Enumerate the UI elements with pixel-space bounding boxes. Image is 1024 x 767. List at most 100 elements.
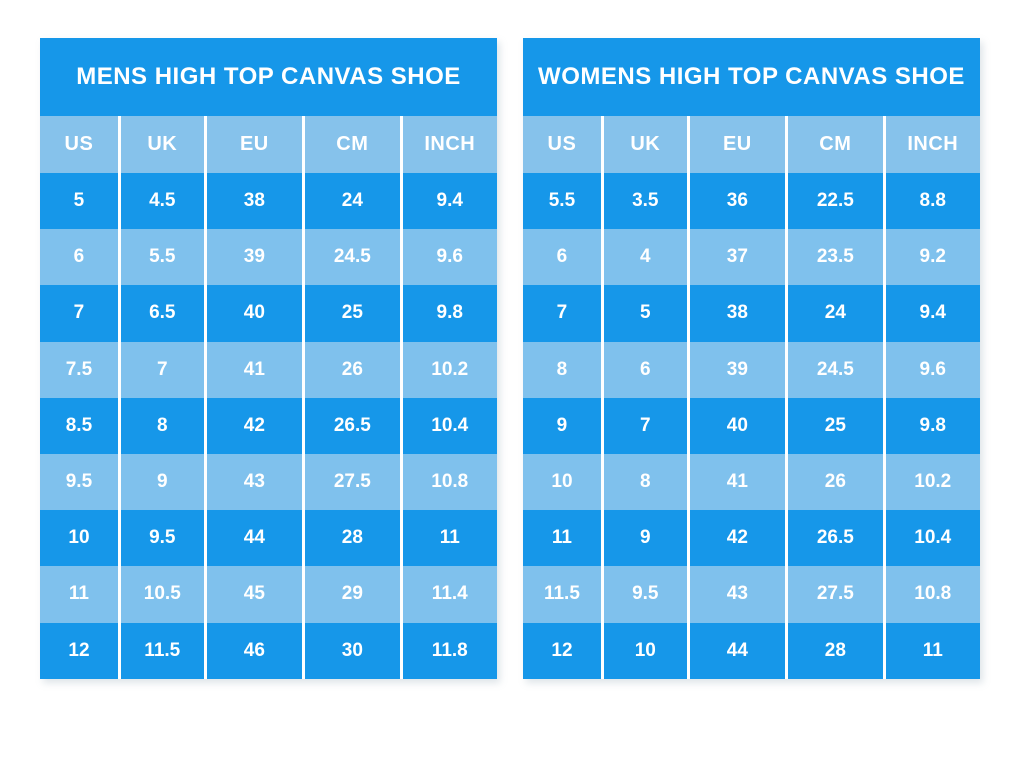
size-cell: 7	[603, 397, 687, 454]
table-row: 12 10 44 28 11	[523, 622, 980, 679]
size-cell: 8.8	[885, 173, 980, 230]
size-cell: 4.5	[120, 173, 204, 230]
table-row: 5.5 3.5 36 22.5 8.8	[523, 173, 980, 230]
size-cell: 9.4	[402, 173, 497, 230]
size-cell: 7	[120, 341, 204, 398]
size-cell: 5	[603, 285, 687, 342]
size-cell: 23.5	[788, 229, 883, 286]
tables-container: MENS HIGH TOP CANVAS SHOE US UK EU CM INCH 5 4.…	[40, 38, 980, 679]
size-cell: 9	[603, 510, 687, 567]
column-header: US	[40, 116, 118, 173]
size-cell: 42	[206, 397, 303, 454]
size-cell: 8	[523, 341, 601, 398]
size-cell: 46	[206, 622, 303, 679]
size-cell: 26	[788, 453, 883, 511]
table-row: 10 9.5 44 28 11	[40, 510, 497, 567]
column-header: CM	[788, 116, 883, 173]
column-header: CM	[305, 116, 400, 173]
table-row: 6 5.5 39 24.5 9.6	[40, 229, 497, 286]
size-cell: 26	[305, 341, 400, 398]
size-cell: 24.5	[788, 341, 883, 398]
column-header: UK	[603, 116, 687, 173]
size-cell: 9	[523, 397, 601, 454]
size-cell: 42	[689, 510, 786, 567]
table-row: 10 8 41 26 10.2	[523, 453, 980, 511]
table-row: 9 7 40 25 9.8	[523, 397, 980, 454]
size-cell: 11	[40, 566, 118, 623]
size-cell: 12	[523, 622, 601, 679]
size-cell: 9.4	[885, 285, 980, 342]
size-cell: 10.4	[885, 510, 980, 567]
size-cell: 5.5	[523, 173, 601, 230]
size-cell: 27.5	[788, 566, 883, 623]
size-cell: 9	[120, 453, 204, 511]
size-cell: 8	[120, 397, 204, 454]
column-header: INCH	[402, 116, 497, 173]
size-cell: 38	[206, 173, 303, 230]
header-row: US UK EU CM INCH	[523, 116, 980, 173]
size-cell: 41	[689, 453, 786, 511]
size-cell: 12	[40, 622, 118, 679]
size-cell: 43	[206, 453, 303, 511]
table-row: 8.5 8 42 26.5 10.4	[40, 397, 497, 454]
column-header: US	[523, 116, 601, 173]
size-cell: 26.5	[788, 510, 883, 567]
size-cell: 5.5	[120, 229, 204, 286]
table-row: 7 6.5 40 25 9.8	[40, 285, 497, 342]
size-cell: 10.2	[885, 453, 980, 511]
table-title: WOMENS HIGH TOP CANVAS SHOE	[523, 38, 980, 116]
size-cell: 11.5	[120, 622, 204, 679]
size-cell: 44	[689, 622, 786, 679]
size-cell: 6.5	[120, 285, 204, 342]
table-row: 11 9 42 26.5 10.4	[523, 510, 980, 567]
size-cell: 39	[206, 229, 303, 286]
size-cell: 22.5	[788, 173, 883, 230]
table-row: 7 5 38 24 9.4	[523, 285, 980, 342]
table-row: 12 11.5 46 30 11.8	[40, 622, 497, 679]
size-cell: 11	[523, 510, 601, 567]
size-cell: 41	[206, 341, 303, 398]
table-row: 11.5 9.5 43 27.5 10.8	[523, 566, 980, 623]
size-cell: 36	[689, 173, 786, 230]
size-cell: 10	[40, 510, 118, 567]
table-row: 9.5 9 43 27.5 10.8	[40, 453, 497, 511]
size-cell: 9.5	[603, 566, 687, 623]
size-table-mens: MENS HIGH TOP CANVAS SHOE US UK EU CM INCH 5 4.…	[40, 38, 497, 679]
size-cell: 3.5	[603, 173, 687, 230]
size-cell: 25	[305, 285, 400, 342]
size-cell: 9.5	[40, 453, 118, 511]
size-cell: 10.2	[402, 341, 497, 398]
size-cell: 40	[689, 397, 786, 454]
size-cell: 24	[788, 285, 883, 342]
column-header: INCH	[885, 116, 980, 173]
column-header: UK	[120, 116, 204, 173]
size-cell: 44	[206, 510, 303, 567]
size-cell: 30	[305, 622, 400, 679]
size-cell: 9.5	[120, 510, 204, 567]
table-row: 7.5 7 41 26 10.2	[40, 341, 497, 398]
size-cell: 11.5	[523, 566, 601, 623]
size-cell: 7	[40, 285, 118, 342]
table-row: 5 4.5 38 24 9.4	[40, 173, 497, 230]
size-table-womens: WOMENS HIGH TOP CANVAS SHOE US UK EU CM INCH 5…	[523, 38, 980, 679]
table-title: MENS HIGH TOP CANVAS SHOE	[40, 38, 497, 116]
size-cell: 11.8	[402, 622, 497, 679]
header-row: US UK EU CM INCH	[40, 116, 497, 173]
size-cell: 11	[402, 510, 497, 567]
size-cell: 10	[523, 453, 601, 511]
size-cell: 10.8	[885, 566, 980, 623]
size-cell: 27.5	[305, 453, 400, 511]
size-cell: 10	[603, 622, 687, 679]
size-cell: 11.4	[402, 566, 497, 623]
size-cell: 8	[603, 453, 687, 511]
size-cell: 40	[206, 285, 303, 342]
size-cell: 9.2	[885, 229, 980, 286]
size-cell: 38	[689, 285, 786, 342]
size-cell: 10.5	[120, 566, 204, 623]
size-cell: 28	[305, 510, 400, 567]
size-cell: 25	[788, 397, 883, 454]
size-cell: 24	[305, 173, 400, 230]
size-cell: 9.8	[402, 285, 497, 342]
size-cell: 43	[689, 566, 786, 623]
